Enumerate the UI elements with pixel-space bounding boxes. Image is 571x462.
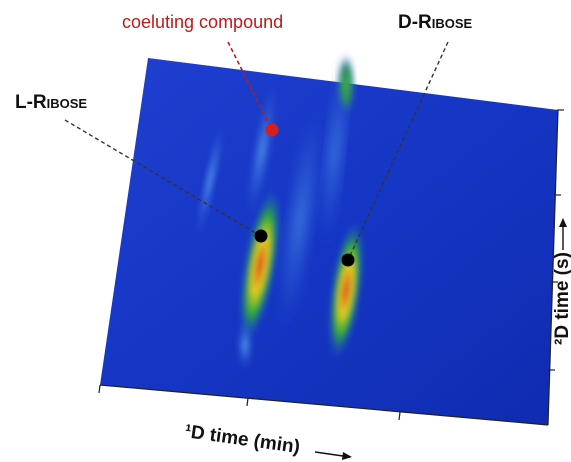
x-axis-line [99,384,549,426]
peak [239,188,281,342]
d-ribose-marker [341,253,355,267]
tick [246,397,249,407]
coeluting-label: coeluting compound [122,12,283,32]
x-axis-arrow [314,451,352,460]
ridge [196,121,224,239]
x-axis-label: ¹D time (min) [183,421,301,458]
y-axis-arrow [559,218,567,250]
coeluting-marker [265,123,279,137]
y-axis-line [547,109,559,426]
peak [237,320,253,370]
leader-line [64,119,260,236]
peak [328,220,364,360]
tick [98,384,101,394]
ridge [246,81,278,219]
leader-line [348,41,449,259]
d-ribose-label: D-Ribose [398,12,473,33]
ridge [278,101,322,339]
axis-ticks [98,109,564,426]
leader-line [227,41,272,129]
peak [337,55,355,115]
tick [398,411,401,421]
y-axis-label: ²D time (s) [552,252,571,345]
l-ribose-label: L-Ribose [15,92,87,113]
l-ribose-marker [254,229,268,243]
